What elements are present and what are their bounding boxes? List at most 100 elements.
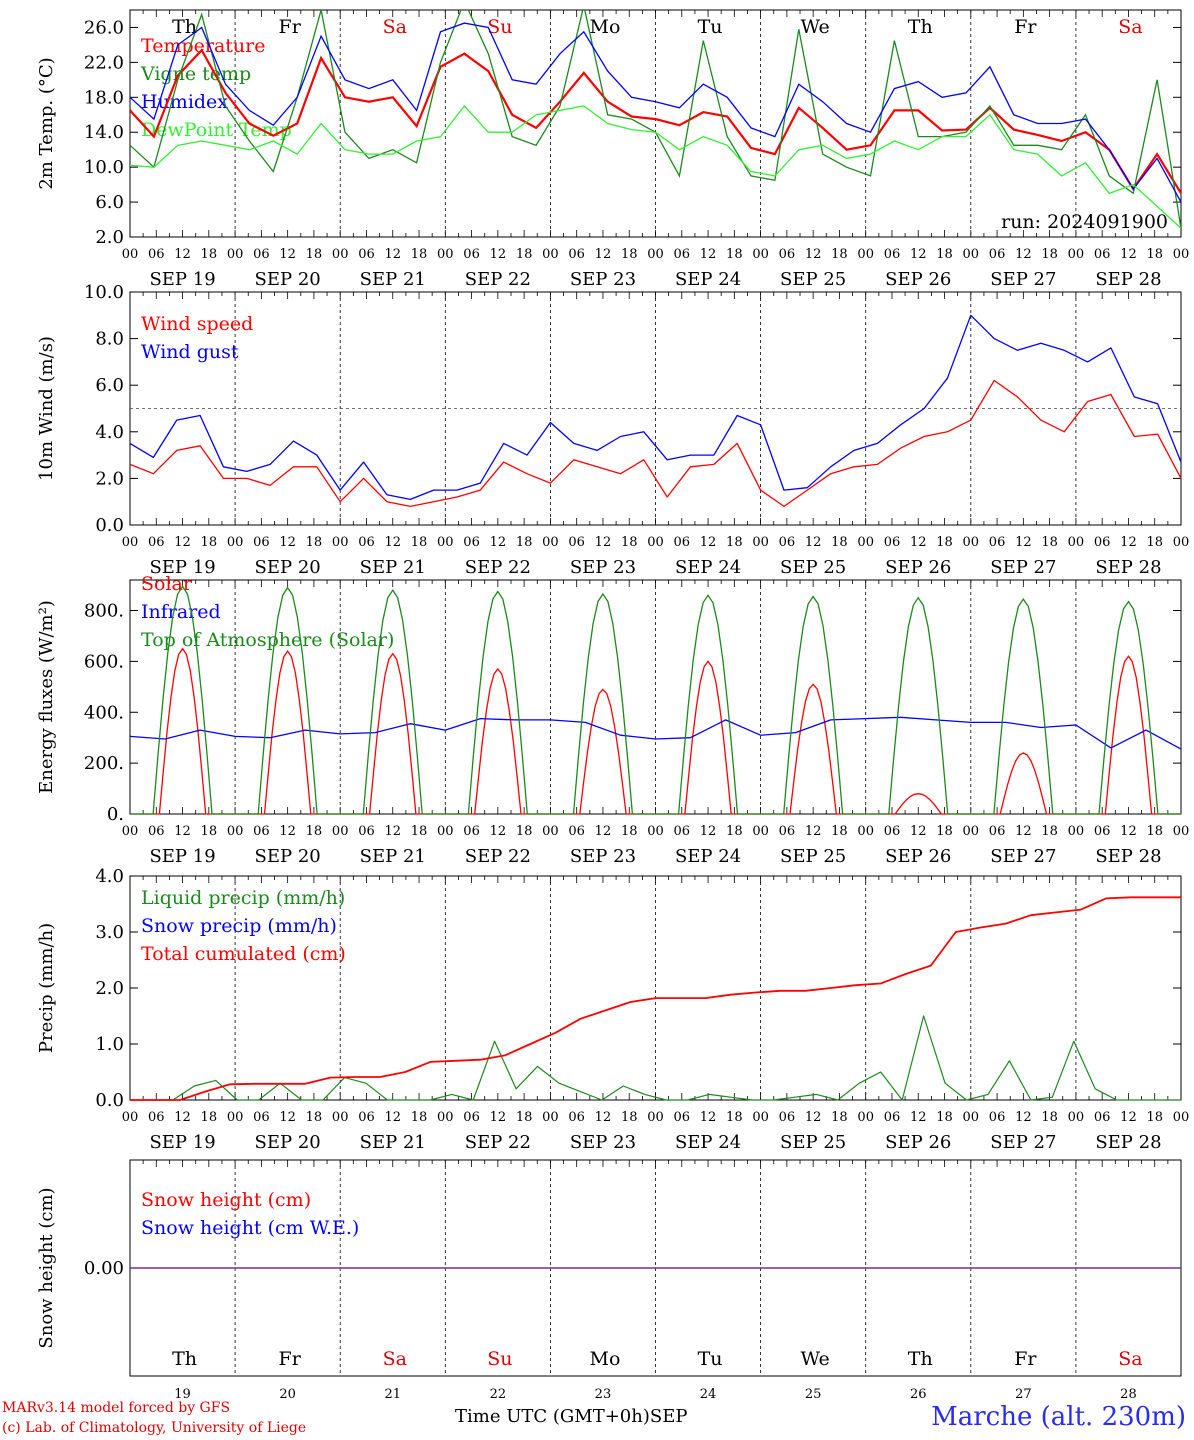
- date-label: SEP 22: [465, 269, 531, 290]
- hour-tick-label: 12: [1015, 1110, 1032, 1125]
- day-number-label: 26: [910, 1387, 927, 1402]
- hour-tick-label: 00: [647, 535, 664, 550]
- y-tick-label: 14.0: [84, 122, 124, 143]
- date-label: SEP 26: [885, 846, 951, 867]
- hour-tick-label: 00: [963, 247, 980, 262]
- date-label: SEP 23: [570, 557, 636, 578]
- hour-tick-label: 18: [831, 824, 848, 839]
- hour-tick-label: 06: [779, 824, 796, 839]
- hour-tick-label: 12: [174, 1110, 191, 1125]
- hour-tick-label: 18: [831, 1110, 848, 1125]
- legend-entry: Top of Atmosphere (Solar): [141, 629, 394, 651]
- series-humidex: [130, 22, 1181, 203]
- x-axis-month: SEP: [649, 1406, 688, 1427]
- hour-tick-label: 12: [1120, 247, 1137, 262]
- hour-tick-label: 00: [1068, 535, 1085, 550]
- model-credit: MARv3.14 model forced by GFS: [2, 1400, 231, 1416]
- weekday-label: Fr: [1014, 1348, 1037, 1370]
- hour-tick-label: 12: [700, 535, 717, 550]
- hour-tick-label: 00: [857, 824, 874, 839]
- hour-tick-label: 00: [963, 1110, 980, 1125]
- day-number-label: 19: [174, 1387, 191, 1402]
- legend-entry: DewPoint Temp: [141, 119, 292, 141]
- hour-tick-label: 00: [542, 247, 559, 262]
- y-tick-label: 2.0: [95, 978, 124, 999]
- hour-tick-label: 00: [332, 535, 349, 550]
- hour-tick-label: 18: [201, 824, 218, 839]
- hour-tick-label: 00: [647, 1110, 664, 1125]
- hour-tick-label: 12: [279, 1110, 296, 1125]
- y-tick-label: 400.: [84, 702, 124, 723]
- day-number-label: 23: [595, 1387, 612, 1402]
- hour-tick-label: 00: [332, 824, 349, 839]
- run-label: run: 2024091900: [1001, 211, 1168, 233]
- y-tick-label: 4.0: [95, 422, 124, 443]
- y-axis-label: Snow height (cm): [36, 1187, 57, 1348]
- hour-tick-label: 00: [122, 1110, 139, 1125]
- y-tick-label: 0.: [107, 804, 124, 825]
- hour-tick-label: 18: [411, 535, 428, 550]
- day-number-label: 20: [279, 1387, 296, 1402]
- hour-tick-label: 00: [647, 247, 664, 262]
- hour-tick-label: 06: [253, 824, 270, 839]
- hour-tick-label: 06: [779, 247, 796, 262]
- day-number-label: 22: [490, 1387, 507, 1402]
- hour-tick-label: 00: [437, 824, 454, 839]
- hour-tick-label: 12: [1120, 1110, 1137, 1125]
- date-label: SEP 22: [465, 846, 531, 867]
- y-tick-label: 600.: [84, 651, 124, 672]
- hour-tick-label: 00: [542, 535, 559, 550]
- series-wind-speed: [129, 379, 1182, 508]
- hour-tick-label: 06: [568, 1110, 585, 1125]
- date-label: SEP 24: [675, 846, 741, 867]
- weekday-label: Th: [908, 16, 933, 38]
- legend-entry: Wind gust: [141, 341, 239, 363]
- hour-tick-label: 00: [752, 1110, 769, 1125]
- series-total-cumulated-cm-: [130, 896, 1181, 1101]
- weekday-label: Fr: [1014, 16, 1037, 38]
- hour-tick-label: 06: [253, 535, 270, 550]
- hour-tick-label: 18: [1146, 247, 1163, 262]
- weekday-label: Sa: [383, 1348, 407, 1370]
- hour-tick-label: 12: [595, 247, 612, 262]
- date-label: SEP 21: [360, 269, 426, 290]
- hour-tick-label: 00: [227, 1110, 244, 1125]
- hour-tick-label: 18: [1041, 247, 1058, 262]
- legend-entry: Temperature: [141, 35, 265, 57]
- y-tick-label: 800.: [84, 601, 124, 622]
- date-label: SEP 26: [885, 1132, 951, 1153]
- weekday-label: Sa: [383, 16, 407, 38]
- hour-tick-label: 18: [936, 824, 953, 839]
- weekday-label: We: [801, 1348, 830, 1370]
- hour-tick-label: 06: [463, 535, 480, 550]
- hour-tick-label: 00: [227, 247, 244, 262]
- legend-entry: Humidex: [141, 91, 228, 113]
- hour-tick-label: 18: [1146, 535, 1163, 550]
- hour-tick-label: 06: [253, 1110, 270, 1125]
- hour-tick-label: 18: [411, 247, 428, 262]
- series-dewpoint-temp: [130, 104, 1181, 229]
- hour-tick-label: 06: [148, 535, 165, 550]
- hour-tick-label: 06: [779, 1110, 796, 1125]
- y-tick-label: 0.0: [95, 515, 124, 536]
- hour-tick-label: 00: [752, 247, 769, 262]
- hour-tick-label: 18: [726, 247, 743, 262]
- hour-tick-label: 12: [1015, 535, 1032, 550]
- weekday-label: Sa: [1118, 1348, 1142, 1370]
- hour-tick-label: 00: [857, 247, 874, 262]
- hour-tick-label: 00: [332, 247, 349, 262]
- date-label: SEP 25: [780, 846, 846, 867]
- hour-tick-label: 12: [384, 824, 401, 839]
- date-label: SEP 26: [885, 269, 951, 290]
- y-axis-label: Energy fluxes (W/m²): [36, 600, 57, 794]
- lab-credit: (c) Lab. of Climatology, University of L…: [2, 1420, 307, 1436]
- y-axis-label: Precip (mm/h): [36, 923, 57, 1053]
- weekday-label: Su: [487, 16, 512, 38]
- hour-tick-label: 06: [463, 1110, 480, 1125]
- hour-tick-label: 18: [936, 247, 953, 262]
- day-number-label: 21: [384, 1387, 401, 1402]
- hour-tick-label: 18: [831, 247, 848, 262]
- date-label: SEP 22: [465, 557, 531, 578]
- hour-tick-label: 18: [936, 1110, 953, 1125]
- hour-tick-label: 06: [253, 247, 270, 262]
